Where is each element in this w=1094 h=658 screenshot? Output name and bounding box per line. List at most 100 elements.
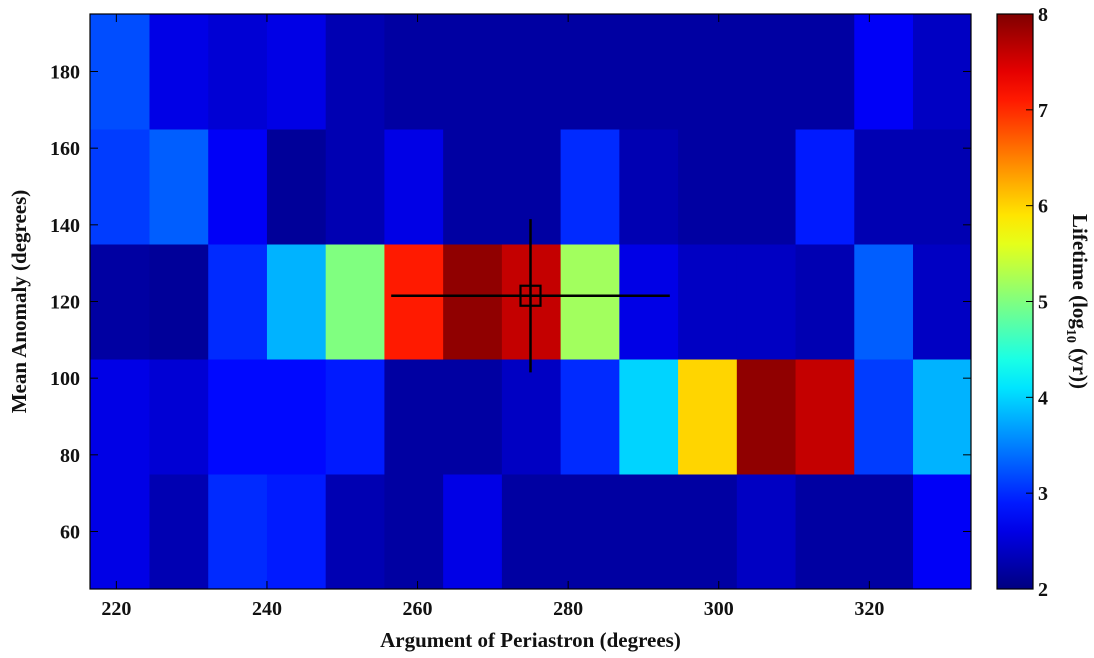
heatmap-cell (913, 244, 972, 360)
heatmap-cell (266, 359, 327, 475)
heatmap-cell (149, 244, 209, 360)
y-tick-label: 160 (50, 138, 80, 160)
heatmap-cell (795, 14, 855, 130)
heatmap-cell (149, 474, 209, 590)
heatmap-cell (854, 244, 914, 360)
heatmap-cell (619, 359, 679, 475)
heatmap-cell (266, 474, 327, 590)
heatmap-cell (208, 474, 268, 590)
heatmap-cell (384, 244, 444, 360)
colorbar-tick-label: 7 (1038, 100, 1048, 122)
heatmap-cell (678, 14, 738, 130)
colorbar-label-end: (yr)) (1068, 343, 1092, 389)
heatmap-cell (384, 129, 444, 245)
heatmap-cell (208, 244, 268, 360)
y-axis-ticks: 60 80 100 120 140 160 180 (50, 62, 971, 544)
heatmap-cell (560, 129, 620, 245)
heatmap-cell (913, 129, 972, 245)
heatmap-cell (266, 244, 327, 360)
heatmap-cell (325, 129, 385, 245)
heatmap-cell (560, 244, 620, 360)
heatmap-cell (90, 244, 150, 360)
heatmap-cell (149, 129, 209, 245)
heatmap-cell (208, 14, 268, 130)
heatmap-cell (854, 14, 914, 130)
heatmap-cell (90, 359, 150, 475)
heatmap-cell (795, 474, 855, 590)
heatmap-cell (443, 129, 503, 245)
heatmap-cell (795, 359, 855, 475)
heatmap-cell (149, 14, 209, 130)
heatmap-cell (325, 244, 385, 360)
colorbar-label: Lifetime (log10 (yr)) (1063, 214, 1092, 389)
heatmap-cell (384, 14, 444, 130)
heatmap-cell (678, 359, 738, 475)
heatmap-cell (325, 474, 385, 590)
heatmap-cell (913, 359, 972, 475)
y-tick-label: 120 (50, 292, 80, 314)
heatmap-cell (149, 359, 209, 475)
y-tick-label: 140 (50, 215, 80, 237)
heatmap-cell (501, 14, 562, 130)
heatmap-cell (736, 129, 797, 245)
heatmap-cell (90, 14, 150, 130)
heatmap-cell (443, 474, 503, 590)
heatmap-cell (619, 129, 679, 245)
colorbar-ticks: 2 3 4 5 6 7 8 (1026, 4, 1048, 601)
heatmap-cell (266, 14, 327, 130)
heatmap-cell (678, 474, 738, 590)
x-tick-label: 260 (403, 598, 433, 620)
heatmap-cell (678, 129, 738, 245)
heatmap-cell (795, 244, 855, 360)
heatmap-cell (325, 359, 385, 475)
x-tick-label: 220 (101, 598, 131, 620)
heatmap-cell (560, 14, 620, 130)
heatmap-cell (384, 359, 444, 475)
heatmap-cell (266, 129, 327, 245)
colorbar-tick-label: 5 (1038, 292, 1048, 314)
heatmap-cell (443, 244, 503, 360)
colorbar-tick-label: 6 (1038, 196, 1048, 218)
heatmap-cell (560, 359, 620, 475)
heatmap-cell (913, 474, 972, 590)
heatmap-cell (619, 244, 679, 360)
heatmap-cell (325, 14, 385, 130)
heatmap-cell (90, 129, 150, 245)
heatmap-cell (854, 129, 914, 245)
colorbar-label-subscript: 10 (1063, 329, 1078, 343)
heatmap-cell (384, 474, 444, 590)
heatmap-cells (90, 14, 972, 590)
best-fit-marker (391, 219, 670, 373)
heatmap-cell (795, 129, 855, 245)
heatmap-cell (619, 14, 679, 130)
colorbar-tick-label: 2 (1038, 579, 1048, 601)
x-axis-ticks: 220 240 260 280 300 320 (101, 14, 884, 620)
heatmap-cell (736, 359, 797, 475)
heatmap-cell (736, 14, 797, 130)
heatmap-cell (854, 474, 914, 590)
colorbar-label-main: Lifetime (log (1068, 214, 1092, 329)
x-axis-label: Argument of Periastron (degrees) (380, 628, 681, 652)
heatmap-cell (560, 474, 620, 590)
y-tick-label: 180 (50, 62, 80, 84)
x-tick-label: 320 (854, 598, 884, 620)
y-tick-label: 80 (60, 445, 80, 467)
x-tick-label: 280 (553, 598, 583, 620)
heatmap-cell (678, 244, 738, 360)
y-tick-label: 60 (60, 522, 80, 544)
heatmap-cell (443, 359, 503, 475)
colorbar-tick-label: 8 (1038, 4, 1048, 26)
heatmap-cell (501, 474, 562, 590)
heatmap-cell (913, 14, 972, 130)
heatmap-cell (736, 474, 797, 590)
heatmap-cell (854, 359, 914, 475)
y-axis-label: Mean Anomaly (degrees) (7, 190, 31, 414)
heatmap-cell (208, 359, 268, 475)
marker-square (519, 284, 542, 307)
heatmap-cell (501, 359, 562, 475)
colorbar-tick-label: 3 (1038, 483, 1048, 505)
heatmap-cell (208, 129, 268, 245)
x-tick-label: 240 (252, 598, 282, 620)
heatmap-cell (736, 244, 797, 360)
